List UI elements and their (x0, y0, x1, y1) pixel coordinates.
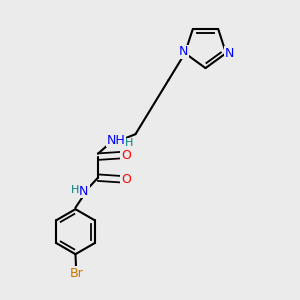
Text: HN: HN (70, 185, 89, 198)
Text: NH: NH (106, 134, 125, 147)
Text: H: H (125, 138, 134, 148)
Text: Br: Br (70, 267, 83, 280)
Text: H: H (71, 185, 79, 195)
Text: O: O (121, 173, 131, 186)
Text: N: N (224, 47, 234, 60)
Text: O: O (121, 149, 131, 162)
Text: N: N (79, 185, 88, 198)
Text: N: N (179, 45, 188, 58)
